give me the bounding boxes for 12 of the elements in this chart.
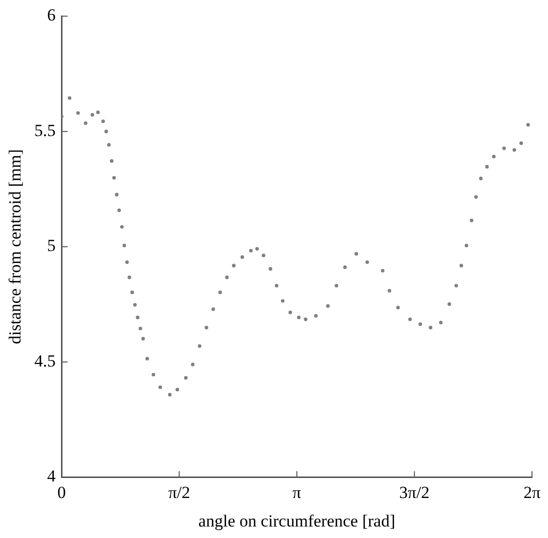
y-tick-label: 5 [47,236,56,256]
x-tick-label: π/2 [168,482,190,502]
x-tick-label: π [292,482,302,502]
y-tick-label: 4.5 [34,351,56,370]
x-tick-label: 2π [523,482,541,502]
y-tick-label: 6 [47,6,56,25]
y-tick-label: 4 [47,466,56,486]
x-tick-label: 0 [57,482,66,502]
x-tick-label: 3π/2 [399,482,430,502]
y-axis-title: distance from centroid [mm] [6,149,25,344]
x-axis-title: angle on circumference [rad] [198,511,396,530]
y-tick-label: 5.5 [34,120,56,140]
